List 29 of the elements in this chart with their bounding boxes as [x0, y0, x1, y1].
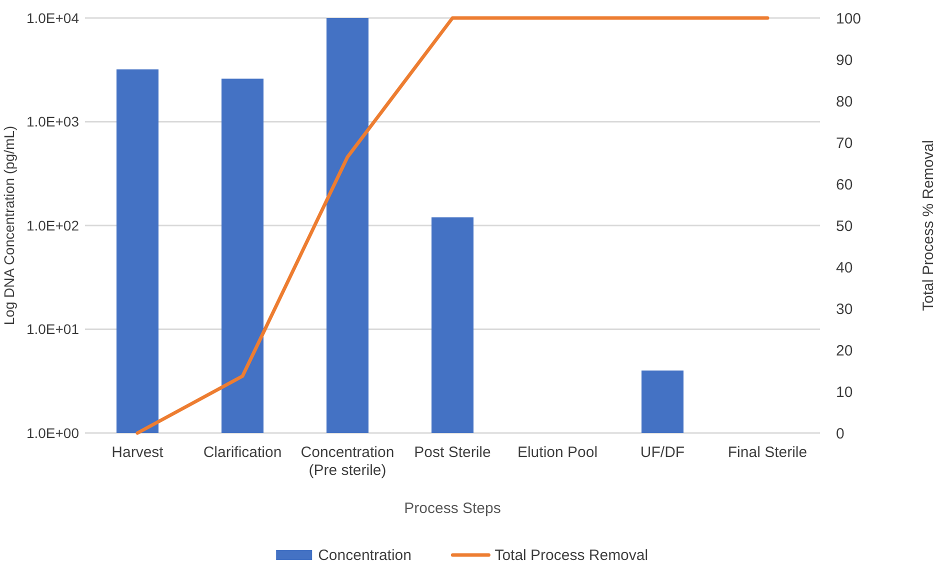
- y2-tick-label: 50: [836, 218, 853, 235]
- x-tick-label: Elution Pool: [517, 444, 598, 461]
- y2-axis-title: Total Process % Removal: [920, 140, 937, 311]
- x-tick-label: Post Sterile: [414, 444, 491, 461]
- y2-tick-label: 100: [836, 10, 862, 28]
- y-axis-title: Log DNA Concentration (pg/mL): [1, 126, 17, 326]
- y-tick-label: 1.0E+02: [26, 217, 80, 234]
- y-tick-label: 1.0E+01: [26, 321, 80, 338]
- y2-tick-label: 0: [836, 425, 844, 442]
- y-tick-label: 1.0E+03: [26, 114, 80, 130]
- x-axis-title: Process Steps: [404, 500, 501, 517]
- x-tick-label: Clarification: [203, 444, 282, 461]
- x-tick-label: Harvest: [112, 444, 164, 461]
- y-tick-label: 1.0E+00: [26, 424, 80, 441]
- x-tick-label: UF/DF: [640, 444, 685, 461]
- y2-tick-label: 40: [836, 259, 853, 276]
- legend-label: Concentration: [318, 547, 412, 564]
- y2-tick-label: 30: [836, 300, 853, 318]
- y2-tick-label: 60: [836, 176, 853, 194]
- y2-tick-label: 20: [836, 342, 853, 360]
- y-tick-label: 1.0E+04: [26, 10, 80, 26]
- x-tick-label: Final Sterile: [728, 444, 808, 461]
- line-series: [136, 16, 770, 435]
- y2-tick-label: 70: [836, 134, 853, 152]
- x-tick-label: Concentration (Pre sterile): [300, 444, 394, 479]
- y2-tick-label: 90: [836, 52, 853, 69]
- legend-label: Total Process Removal: [494, 547, 648, 564]
- y2-tick-label: 10: [836, 384, 853, 401]
- y2-tick-label: 80: [836, 93, 853, 110]
